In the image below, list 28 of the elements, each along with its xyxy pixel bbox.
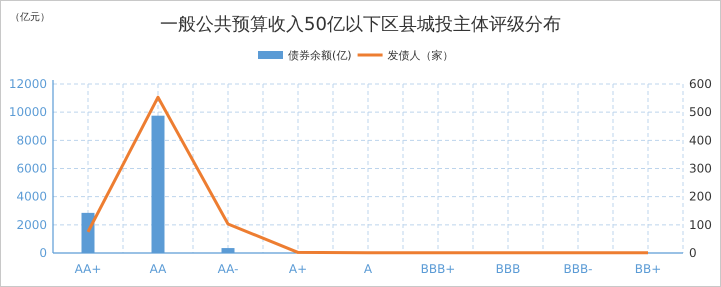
y-tick-label: 8000: [16, 133, 47, 148]
y2-tick-label: 0: [689, 246, 697, 260]
y2-tick-label: 500: [689, 105, 712, 120]
y-tick-label: 2000: [16, 218, 47, 232]
chart-title: 一般公共预算收入50亿以下区县城投主体评级分布: [160, 14, 561, 35]
y2-tick-label: 100: [689, 218, 712, 232]
y2-tick-label: 200: [689, 190, 712, 204]
x-tick-label: AA+: [74, 262, 102, 276]
x-tick-label: AA-: [218, 262, 238, 276]
y-tick-label: 10000: [8, 105, 47, 120]
y-tick-label: 0: [39, 246, 47, 260]
y2-tick-label: 400: [689, 133, 712, 148]
line-series: [86, 96, 650, 254]
x-tick-label: BB+: [634, 262, 662, 276]
legend-label: 发债人（家）: [388, 49, 454, 62]
x-tick-label: AA: [150, 262, 168, 276]
x-tick-label: BBB: [496, 262, 520, 276]
y2-tick-label: 300: [689, 162, 712, 176]
x-tick-label: A+: [288, 262, 308, 276]
y2-tick-label: 600: [689, 77, 712, 91]
y-tick-label: 4000: [16, 190, 47, 204]
y-tick-label: 6000: [16, 162, 47, 176]
x-tick-label: BBB-: [563, 262, 593, 276]
y-tick-label: 12000: [8, 77, 47, 91]
x-tick-label: BBB+: [420, 262, 456, 276]
legend-label: 债券余额(亿): [288, 49, 352, 62]
x-tick-label: A: [364, 262, 373, 276]
text: （亿元）: [10, 12, 50, 23]
